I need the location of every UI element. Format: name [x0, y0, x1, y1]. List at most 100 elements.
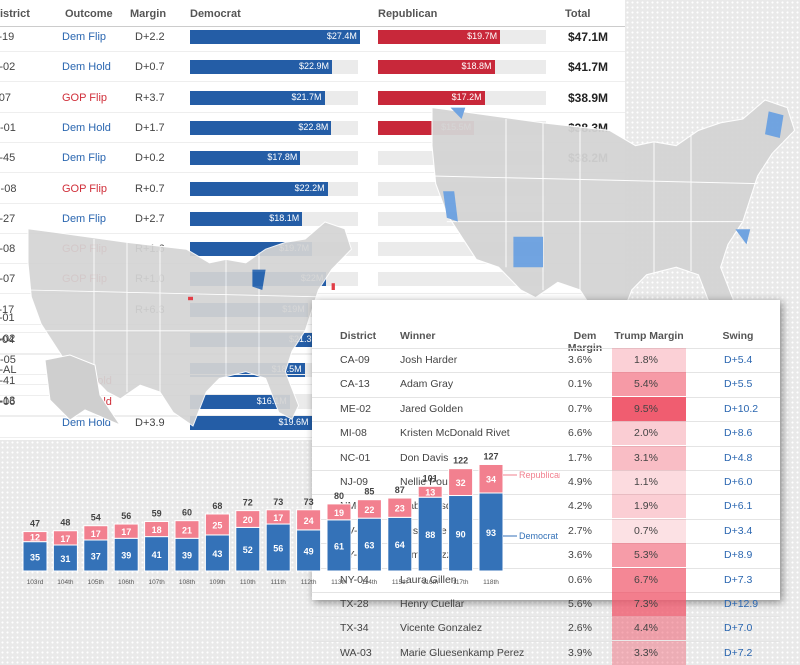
trump-margin: 5.3%: [634, 549, 658, 562]
bar-label: $22.9M: [298, 61, 329, 72]
x-tick-label: 116th: [422, 579, 438, 586]
rep-bar: $18.8M: [378, 60, 495, 75]
bar-label: $18.5M: [271, 364, 302, 375]
trump-shade: [612, 567, 686, 592]
bar-segment: [235, 526, 261, 572]
district: Y-19: [0, 31, 15, 43]
x-tick-label: 111th: [271, 579, 287, 586]
segment-label: 41: [152, 550, 162, 560]
margin: D+1.7: [135, 121, 165, 134]
segment-label: 32: [456, 478, 466, 488]
segment-label: 56: [273, 544, 283, 554]
district: X-AL: [0, 364, 17, 377]
total: $41.7M: [568, 60, 609, 75]
column-header: Total: [565, 8, 591, 20]
dem-margin: 4.2%: [568, 500, 592, 513]
trump-shade: [612, 518, 686, 543]
bar-segment: [265, 523, 291, 572]
trump-margin: 0.7%: [634, 524, 658, 537]
women-chart: 35 12 47 103rd 31 17 48 104th 37 17 54 105th 39 17 56 1…: [22, 451, 560, 586]
segment-label: 34: [486, 475, 496, 485]
bar-label: $22.8M: [298, 121, 329, 132]
swing: D+5.5: [724, 378, 753, 391]
x-tick-label: 110th: [240, 579, 256, 586]
segment-label: 64: [395, 540, 405, 550]
row-rule: [312, 396, 780, 398]
district: R-05: [0, 354, 16, 366]
bar-label: $27.4M: [326, 31, 357, 41]
total-label: 60: [182, 508, 192, 518]
trump-margin: 6.7%: [634, 573, 658, 586]
trump-shade: [612, 470, 686, 494]
maps: [27, 99, 796, 427]
column-header: Dem Margin: [567, 330, 603, 354]
bar-segment: [83, 525, 109, 541]
row-rule: [0, 172, 625, 174]
bar-label: $19.7M: [467, 31, 498, 41]
swing: D+7.0: [724, 622, 753, 635]
total-label: 54: [91, 513, 101, 523]
segment-label: 18: [152, 525, 162, 535]
dem-margin: 2.7%: [568, 524, 592, 537]
bar-segment: [22, 541, 48, 572]
dem-bar: $19.6M: [190, 416, 312, 430]
dem-margin: 6.6%: [568, 427, 592, 440]
dem-margin: 0.1%: [568, 378, 592, 391]
bar-segment: [174, 520, 200, 539]
x-tick-label: 118th: [483, 579, 499, 586]
district: ME-02: [340, 402, 371, 415]
bar-label: $18.1M: [269, 212, 300, 223]
district: A-07: [0, 273, 16, 286]
winner: Josh Harder: [400, 354, 458, 366]
bar-segment: [387, 516, 413, 572]
alaska: [44, 354, 122, 427]
margin: D+0.2: [135, 152, 165, 165]
segment-label: 12: [30, 533, 40, 543]
trump-margin: 1.1%: [634, 476, 658, 488]
total-label: 80: [334, 491, 344, 501]
column-header: Republican: [378, 8, 438, 20]
winner: Jared Golden: [400, 402, 464, 415]
bar-segment: [204, 534, 230, 572]
district: O-08: [0, 182, 17, 195]
dem-margin: 0.7%: [568, 402, 592, 415]
district: Y-17: [0, 303, 15, 316]
bar-segment: [113, 537, 139, 572]
x-tick-label: 106th: [118, 579, 135, 586]
bar-segment: [356, 517, 382, 572]
segment-label: 39: [182, 551, 192, 561]
winner: Adam Gray: [400, 378, 454, 391]
row-rule: [312, 494, 780, 496]
x-tick-label: 107th: [148, 579, 165, 586]
district: A-41: [0, 375, 16, 387]
segment-label: 90: [456, 529, 466, 539]
segment-label: 22: [364, 505, 374, 515]
trump-margin: 3.3%: [634, 646, 658, 659]
x-tick-label: 108th: [179, 579, 196, 586]
column-header: District: [340, 330, 377, 342]
outcome: GOP Flip: [62, 182, 108, 195]
swing: D+3.4: [724, 524, 753, 537]
rep-bar: $19.7M: [378, 30, 501, 44]
segment-label: 25: [212, 520, 222, 530]
district: NC-01: [340, 451, 371, 464]
district: E-02: [0, 61, 16, 74]
dem-margin: 3.6%: [568, 354, 592, 366]
segment-label: 17: [91, 529, 101, 539]
segment-label: 35: [30, 552, 40, 562]
bar-label: $21.3M: [289, 334, 320, 344]
bar-segment: [22, 531, 48, 543]
margin: R+0.7: [135, 182, 165, 195]
row-rule: [312, 592, 780, 593]
total-label: 73: [304, 497, 314, 507]
segment-label: 49: [304, 546, 314, 556]
dem-margin: 2.6%: [568, 622, 592, 635]
segment-label: 61: [334, 541, 344, 551]
total-label: 122: [453, 456, 468, 466]
bar-segment: [417, 496, 443, 572]
total-label: 87: [395, 485, 405, 495]
dem-margin: 3.6%: [568, 549, 592, 562]
dem-bar: $27.4M: [190, 30, 360, 44]
outcome: Dem Flip: [62, 31, 107, 43]
swing: D+6.0: [724, 476, 753, 488]
